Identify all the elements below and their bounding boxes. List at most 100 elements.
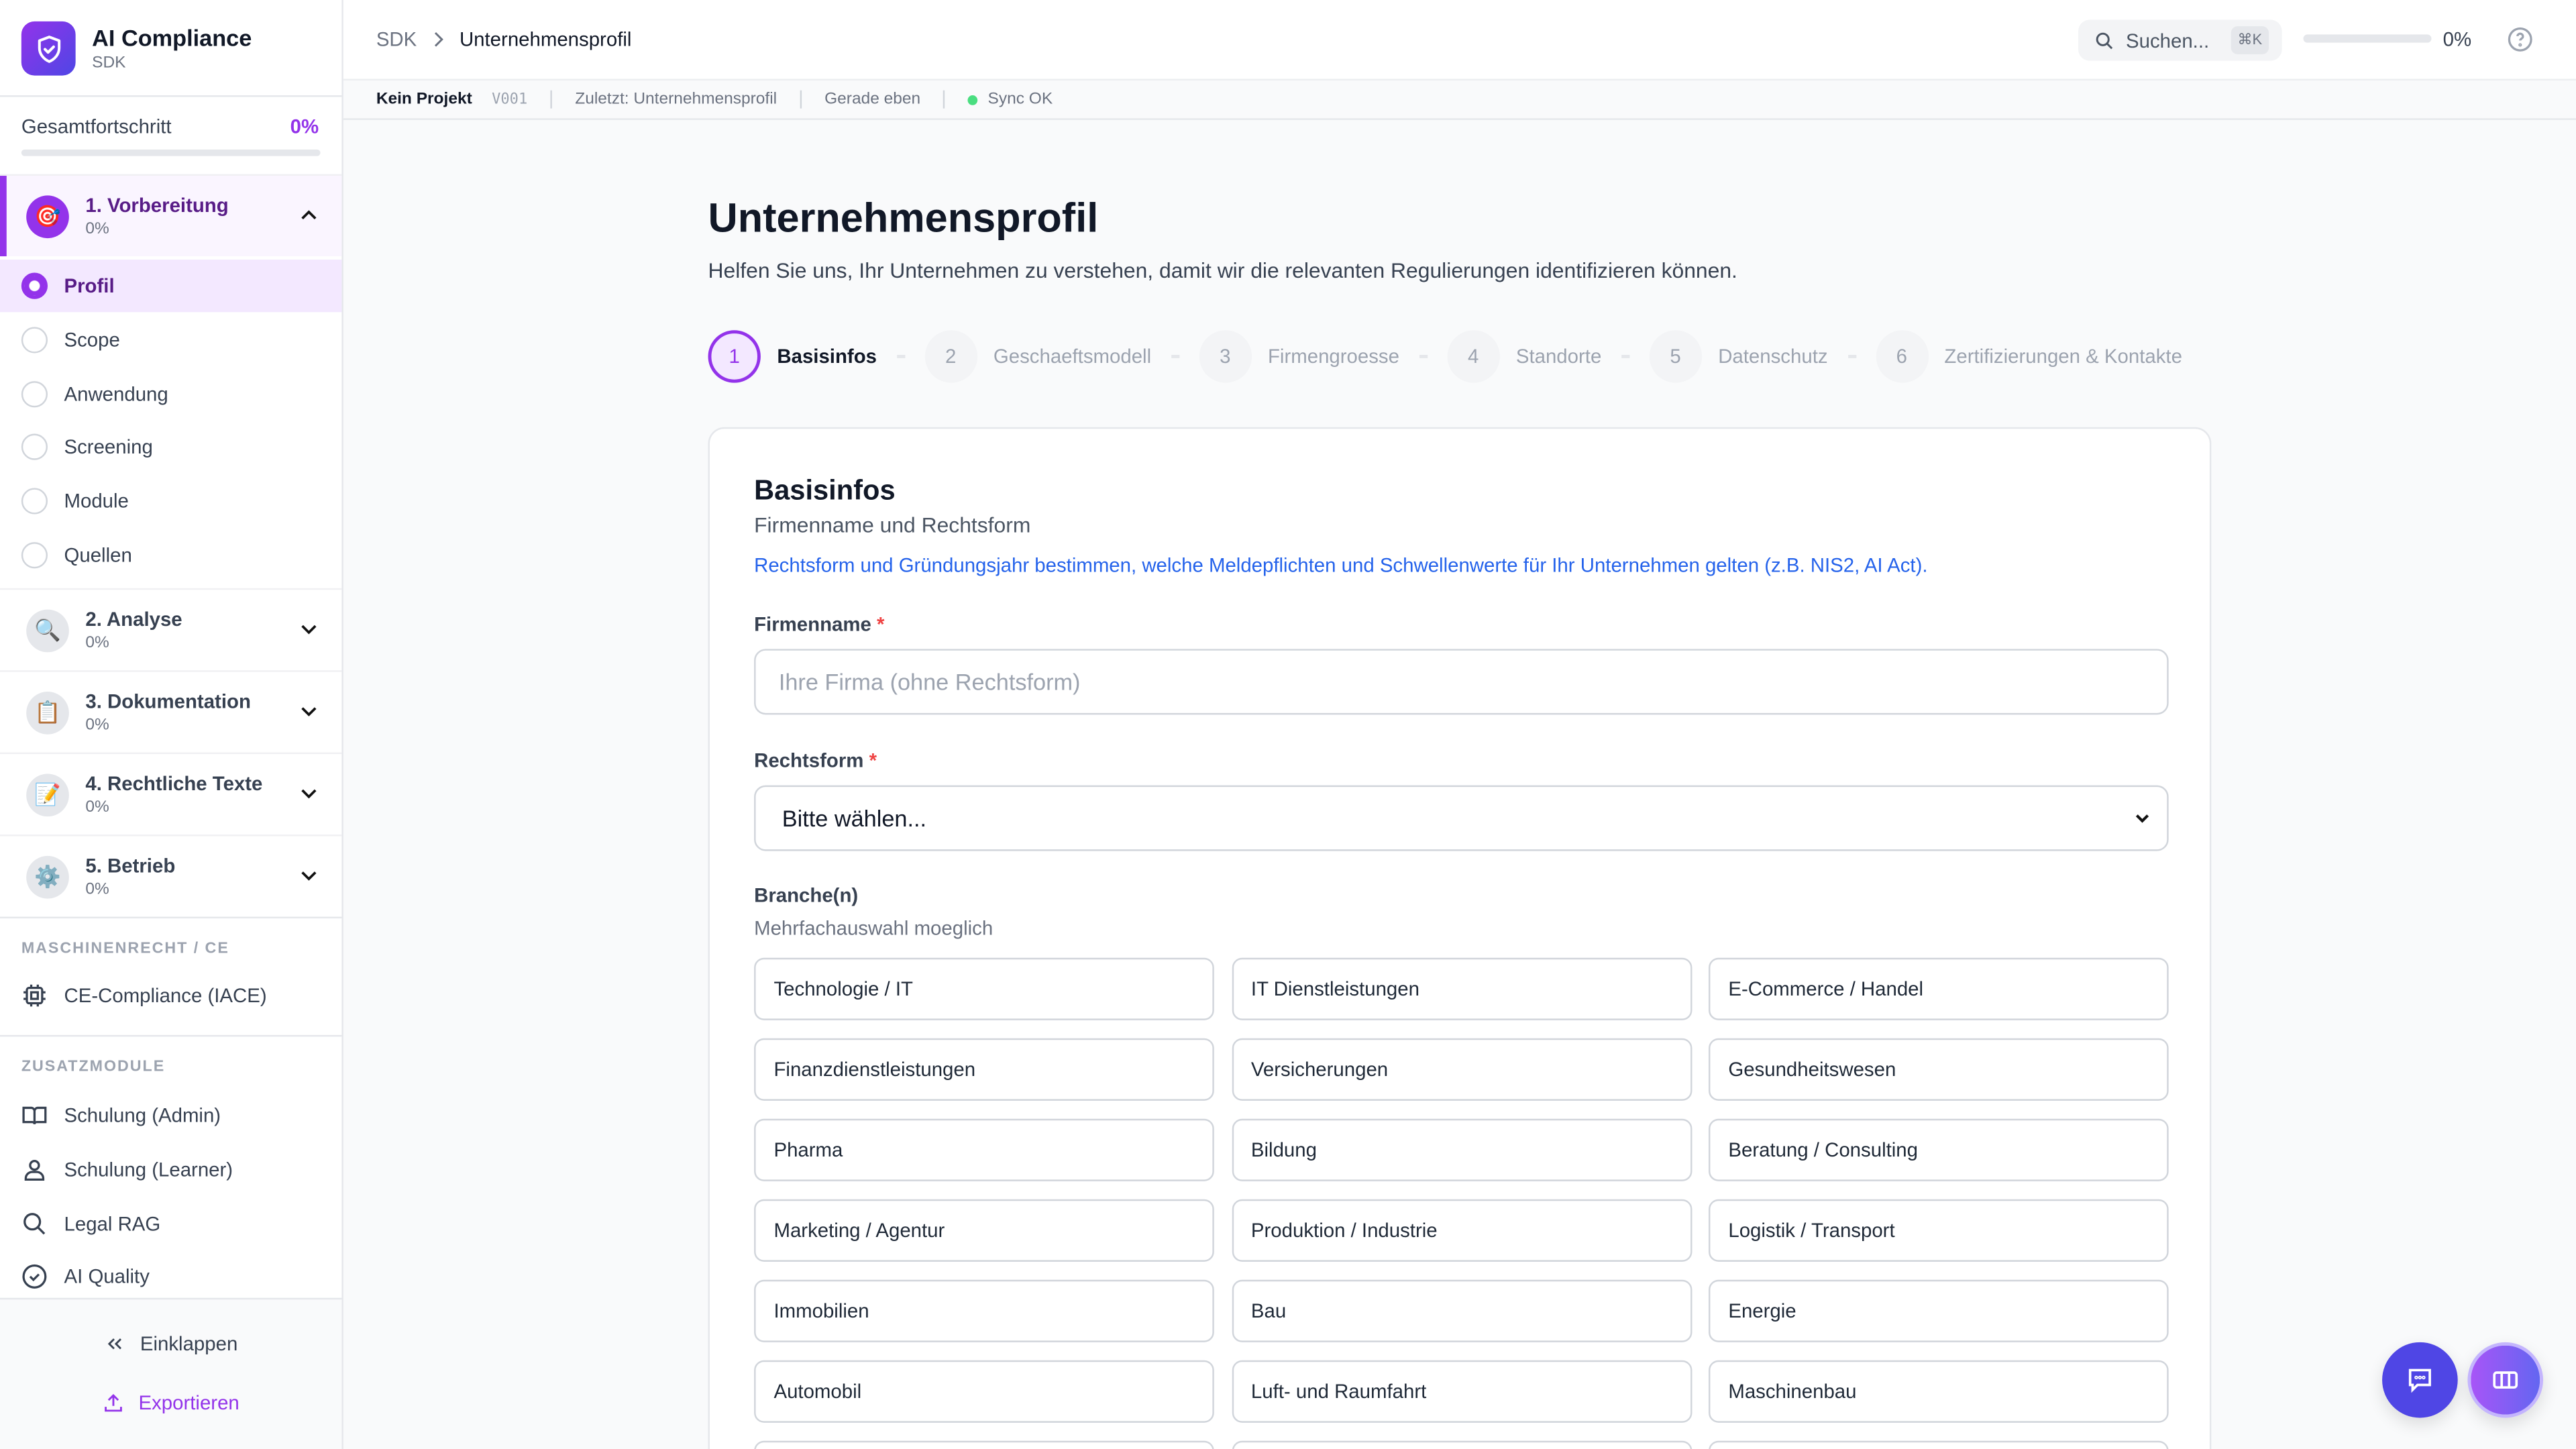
branche-option[interactable]: Versicherungen [1231, 1038, 1692, 1101]
substep-module[interactable]: Module [0, 475, 341, 527]
branche-option[interactable]: Bildung [1231, 1118, 1692, 1181]
branche-option[interactable]: Technologie / IT [754, 957, 1214, 1020]
branche-option[interactable]: Logistik / Transport [1708, 1199, 2169, 1262]
step-label: Firmengroesse [1267, 345, 1399, 368]
breadcrumb: SDK Unternehmensprofil [376, 28, 632, 51]
search-icon [23, 1213, 46, 1235]
chevron-down-icon [301, 789, 317, 799]
firmenname-input[interactable] [754, 649, 2169, 715]
step-2[interactable]: 2 Geschaeftsmodell [924, 330, 1151, 383]
substep-label: Profil [64, 274, 115, 298]
phase-betrieb[interactable]: ⚙️ 5. Betrieb 0% [0, 835, 342, 916]
step-label: Standorte [1515, 345, 1602, 368]
rechtsform-value: Bitte wählen... [782, 805, 927, 832]
phase-dokumentation[interactable]: 📋 3. Dokumentation 0% [0, 670, 342, 752]
branche-option[interactable]: Energie [1708, 1279, 2169, 1342]
step-4[interactable]: 4 Standorte [1446, 330, 1602, 383]
rechtsform-select[interactable]: Bitte wählen... [754, 785, 2169, 851]
branche-option[interactable]: Bau [1231, 1279, 1692, 1342]
target-icon: 🎯 [26, 195, 69, 239]
card-subtitle: Firmenname und Rechtsform [754, 513, 1031, 537]
user-icon [24, 1159, 45, 1181]
branche-options: Technologie / IT IT Dienstleistungen E-Com… [754, 957, 2169, 1449]
search-button[interactable]: Suchen... ⌘K [2078, 19, 2282, 61]
nav-schulung-learner[interactable]: Schulung (Learner) [21, 1153, 233, 1186]
branche-option[interactable]: Automobil [754, 1360, 1214, 1423]
chat-button[interactable] [2382, 1342, 2458, 1418]
phase-label: 5. Betrieb [85, 854, 176, 877]
branche-option[interactable]: IT Dienstleistungen [1231, 957, 1692, 1020]
firmenname-label: Firmenname * [754, 612, 885, 636]
branche-option[interactable]: Produktion / Industrie [1231, 1199, 1692, 1262]
branche-option[interactable]: Maschinenbau [1708, 1360, 2169, 1423]
phase-rechtliche-texte[interactable]: 📝 4. Rechtliche Texte 0% [0, 752, 342, 835]
phase-label: 4. Rechtliche Texte [85, 772, 263, 796]
nav-ai-quality[interactable]: AI Quality [21, 1260, 150, 1293]
step-5[interactable]: 5 Datenschutz [1649, 330, 1828, 383]
branche-option[interactable]: Immobilien [754, 1279, 1214, 1342]
book-open-icon [22, 1106, 47, 1125]
chat-bubble-icon [2408, 1368, 2431, 1393]
chevron-down-icon [301, 625, 317, 635]
nav-label: Schulung (Learner) [64, 1158, 233, 1181]
step-number: 1 [708, 330, 761, 383]
branche-option[interactable] [754, 1440, 1214, 1449]
chevron-right-icon [434, 32, 443, 47]
top-header: SDK Unternehmensprofil Suchen... ⌘K 0% [343, 0, 2576, 81]
substep-label: Module [64, 489, 129, 513]
export-button[interactable]: Exportieren [0, 1391, 341, 1415]
clipboard-icon: 📋 [26, 692, 69, 735]
branche-option[interactable]: Finanzdienstleistungen [754, 1038, 1214, 1101]
radio-icon [21, 542, 48, 569]
phase-progress: 0% [85, 220, 109, 239]
gear-icon: ⚙️ [26, 855, 69, 899]
nav-legal-rag[interactable]: Legal RAG [21, 1208, 160, 1240]
page-description: Helfen Sie uns, Ihr Unternehmen zu verst… [708, 258, 1737, 283]
phase-progress: 0% [85, 880, 109, 899]
step-number: 4 [1446, 330, 1500, 383]
upload-icon [105, 1393, 123, 1412]
branche-option[interactable]: Beratung / Consulting [1708, 1118, 2169, 1181]
section-maschinenrecht: MASCHINENRECHT / CE [21, 939, 229, 958]
radio-icon [21, 433, 48, 460]
branche-option[interactable]: E-Commerce / Handel [1708, 957, 2169, 1020]
radio-icon [21, 488, 48, 515]
help-icon[interactable] [2507, 26, 2533, 52]
substep-profil[interactable]: Profil [0, 259, 342, 313]
section-zusatzmodule: ZUSATZMODULE [21, 1058, 166, 1077]
step-label: Zertifizierungen & Kontakte [1944, 345, 2182, 368]
branche-option[interactable] [1231, 1440, 1692, 1449]
overall-progress-value: 0% [290, 115, 319, 138]
search-icon [2096, 32, 2113, 49]
phase-vorbereitung[interactable]: 🎯 1. Vorbereitung 0% [0, 174, 342, 257]
substep-scope[interactable]: Scope [0, 314, 341, 366]
branche-option[interactable]: Gesundheitswesen [1708, 1038, 2169, 1101]
page-title: Unternehmensprofil [708, 195, 1099, 242]
substep-label: Quellen [64, 543, 132, 567]
step-number: 5 [1649, 330, 1702, 383]
branche-option[interactable]: Pharma [754, 1118, 1214, 1181]
breadcrumb-root[interactable]: SDK [376, 28, 417, 51]
panel-toggle-button[interactable] [2467, 1342, 2544, 1418]
branche-option[interactable] [1708, 1440, 2169, 1449]
nav-ce-compliance[interactable]: CE-Compliance (IACE) [21, 979, 267, 1012]
step-number: 3 [1199, 330, 1252, 383]
branche-option[interactable]: Luft- und Raumfahrt [1231, 1360, 1692, 1423]
step-1[interactable]: 1 Basisinfos [708, 330, 877, 383]
magnifier-icon: 🔍 [26, 609, 69, 653]
substep-anwendung[interactable]: Anwendung [0, 368, 341, 421]
substep-quellen[interactable]: Quellen [0, 529, 341, 582]
chevrons-left-icon [108, 1338, 122, 1350]
substep-screening[interactable]: Screening [0, 421, 341, 473]
branche-hint: Mehrfachauswahl moeglich [754, 916, 994, 940]
branche-option[interactable]: Marketing / Agentur [754, 1199, 1214, 1262]
nav-label: Schulung (Admin) [64, 1104, 221, 1128]
step-3[interactable]: 3 Firmengroesse [1199, 330, 1399, 383]
phase-analyse[interactable]: 🔍 2. Analyse 0% [0, 588, 342, 670]
project-name[interactable]: Kein Projekt [376, 90, 472, 109]
phase-progress: 0% [85, 716, 109, 735]
radio-icon [21, 327, 48, 354]
nav-schulung-admin[interactable]: Schulung (Admin) [21, 1099, 221, 1132]
step-6[interactable]: 6 Zertifizierungen & Kontakte [1875, 330, 2182, 383]
collapse-button[interactable]: Einklappen [0, 1332, 341, 1355]
